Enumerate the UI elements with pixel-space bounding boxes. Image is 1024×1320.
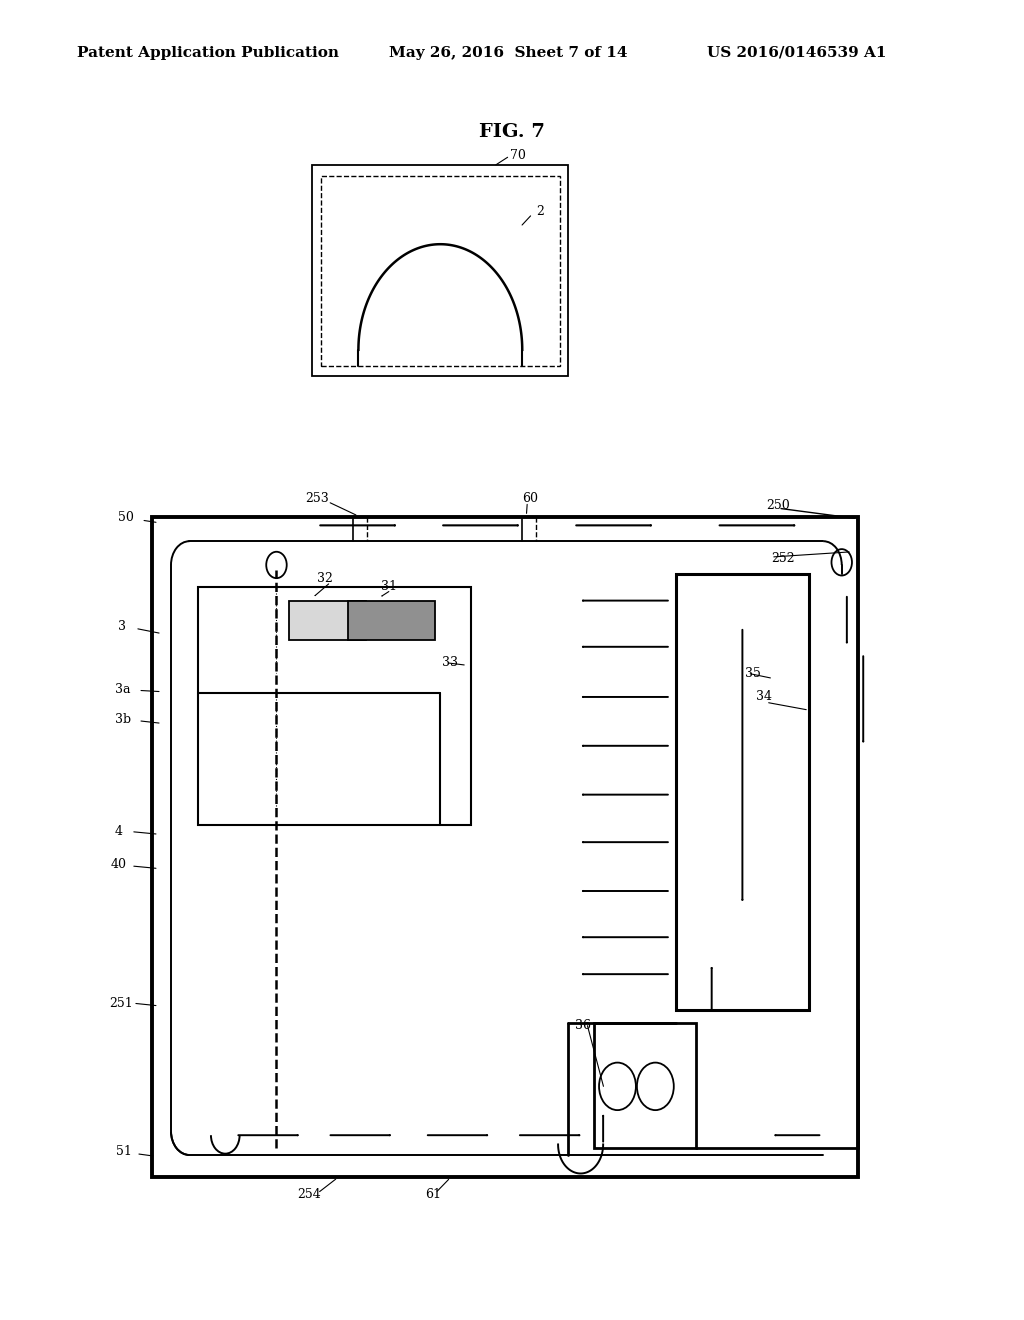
Text: Patent Application Publication: Patent Application Publication [77,46,339,59]
Bar [198,587,471,825]
Text: 250: 250 [766,499,790,512]
Text: 32: 32 [317,572,334,585]
Text: 4: 4 [115,825,123,838]
Text: FIG. 7: FIG. 7 [479,123,545,141]
Bar [289,601,366,640]
Text: 2: 2 [537,205,545,218]
Bar [321,176,560,366]
Text: 51: 51 [116,1144,132,1158]
Text: US 2016/0146539 A1: US 2016/0146539 A1 [707,46,886,59]
Text: 31: 31 [381,579,397,593]
Text: 252: 252 [771,552,795,565]
Text: 40: 40 [111,858,127,871]
Text: 3: 3 [118,620,126,634]
Text: 253: 253 [305,492,329,506]
Text: 251: 251 [110,997,133,1010]
Text: 61: 61 [425,1188,441,1201]
Text: May 26, 2016  Sheet 7 of 14: May 26, 2016 Sheet 7 of 14 [389,46,628,59]
Text: 70: 70 [510,149,526,162]
Text: 36: 36 [575,1019,592,1032]
Bar [152,517,858,1177]
Bar [348,601,435,640]
Bar [594,1023,696,1148]
Text: 3b: 3b [115,713,131,726]
Text: 254: 254 [297,1188,321,1201]
Text: 35: 35 [745,667,762,680]
Text: 50: 50 [118,511,134,524]
Text: 33: 33 [442,656,459,669]
Bar [676,574,809,1010]
Text: 34: 34 [756,690,772,704]
Text: 60: 60 [522,492,539,506]
Text: 3a: 3a [115,682,130,696]
Bar [312,165,568,376]
